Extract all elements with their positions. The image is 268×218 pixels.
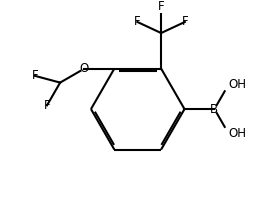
Text: OH: OH xyxy=(228,127,247,140)
Text: F: F xyxy=(44,99,50,112)
Text: F: F xyxy=(134,15,141,29)
Text: F: F xyxy=(32,69,38,82)
Text: B: B xyxy=(210,102,218,116)
Text: F: F xyxy=(181,15,188,29)
Text: O: O xyxy=(80,62,89,75)
Text: OH: OH xyxy=(228,78,247,91)
Text: F: F xyxy=(158,0,165,13)
